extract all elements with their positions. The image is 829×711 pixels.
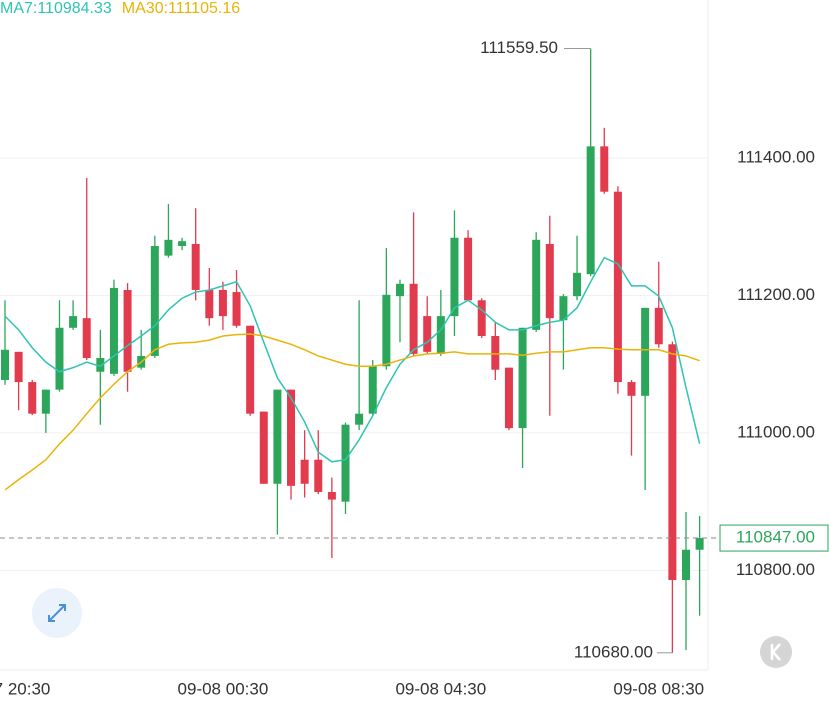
- candle-body: [504, 367, 513, 429]
- candle-body: [96, 358, 105, 372]
- legend-entry: MA30:111105.16: [122, 0, 240, 17]
- candle-body: [382, 294, 391, 367]
- candle-body: [232, 292, 241, 326]
- k-circle[interactable]: [760, 636, 792, 668]
- candle-body: [28, 382, 37, 414]
- candle-body: [300, 459, 309, 484]
- y-tick-label: 111000.00: [737, 422, 815, 441]
- x-tick-label: 09-07 20:30: [0, 679, 50, 698]
- candle-body: [491, 336, 500, 370]
- candle-body: [573, 272, 582, 297]
- candle-body: [654, 307, 663, 345]
- y-tick-label: 110800.00: [736, 560, 815, 579]
- candle-body: [600, 146, 609, 192]
- candle-body: [532, 239, 541, 330]
- candle-body: [477, 300, 486, 337]
- expand-button[interactable]: [32, 588, 82, 638]
- last-price-box: [719, 524, 829, 552]
- y-tick-label: 111200.00: [737, 285, 815, 304]
- candle-body: [341, 424, 350, 502]
- min-label: 110680.00: [574, 642, 653, 661]
- candle-body: [395, 283, 404, 297]
- candle-body: [287, 389, 296, 486]
- candle-body: [273, 389, 282, 484]
- k-icon: [770, 643, 781, 661]
- candle-body: [314, 459, 323, 493]
- candle-body: [218, 289, 227, 317]
- expand-icon: [48, 604, 66, 622]
- candle-body: [1, 349, 9, 381]
- candle-body: [150, 246, 159, 356]
- candle-body: [41, 389, 50, 414]
- candle-body: [205, 289, 214, 319]
- candle-body: [191, 243, 200, 290]
- candle-body: [409, 283, 418, 354]
- y-tick-label: 111400.00: [737, 148, 815, 167]
- candle-body: [450, 237, 459, 317]
- candle-body: [682, 549, 690, 580]
- legend-entry: MA7:110984.33: [0, 0, 112, 17]
- candle-body: [627, 382, 636, 396]
- candle-body: [14, 351, 23, 383]
- candle-body: [69, 316, 78, 328]
- candle-body: [586, 146, 595, 275]
- ma-line: [4, 256, 701, 463]
- candle-body: [82, 318, 91, 359]
- candle-body: [55, 327, 64, 390]
- candle-body: [355, 413, 364, 425]
- candle-body: [164, 239, 173, 256]
- x-tick-label: 09-08 08:30: [613, 679, 704, 698]
- candle-body: [423, 316, 432, 352]
- candle-body: [123, 289, 132, 372]
- candle-body: [259, 411, 268, 484]
- x-tick-label: 09-08 00:30: [178, 679, 269, 698]
- candle-body: [436, 316, 445, 354]
- k-button[interactable]: [760, 636, 792, 668]
- candle-body: [559, 296, 568, 321]
- candle-body: [178, 241, 187, 247]
- candle-body: [695, 538, 704, 550]
- candle-body: [641, 307, 650, 396]
- candle-body: [464, 237, 473, 301]
- candle-body: [327, 492, 336, 500]
- candle-body: [109, 287, 118, 374]
- max-label: 111559.50: [480, 38, 558, 57]
- candle-body: [668, 344, 677, 580]
- x-tick-label: 09-08 04:30: [395, 679, 486, 698]
- last-price-label: 110847.00: [736, 528, 815, 547]
- ma-line: [4, 333, 700, 491]
- candle-body: [368, 366, 377, 414]
- candle-body: [545, 243, 554, 319]
- candle-body: [518, 327, 527, 429]
- candle-body: [246, 325, 255, 414]
- candle-body: [613, 191, 622, 383]
